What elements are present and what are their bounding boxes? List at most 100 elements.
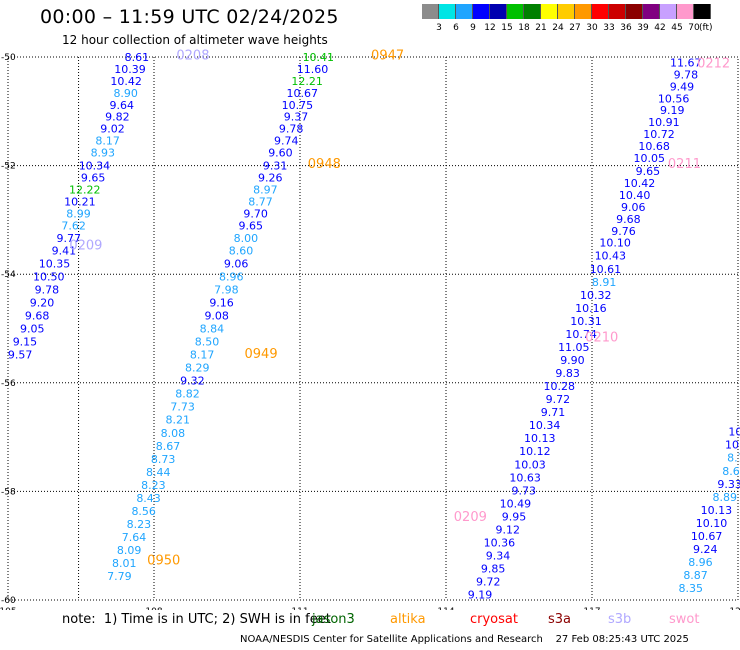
pass-time-label: 0210	[585, 331, 618, 346]
wave-height-label: 8.89	[713, 491, 738, 504]
wave-height-label: 8.56	[131, 505, 156, 518]
wave-height-label: 9.65	[81, 172, 106, 185]
pass-time-label: 0948	[308, 157, 341, 172]
legend-item-altika: altika	[390, 612, 426, 627]
wave-height-label: 8.91	[592, 276, 617, 289]
wave-height-label: 8.96	[219, 270, 244, 283]
wave-height-label: 9.49	[670, 80, 695, 93]
wave-height-label: 9.82	[105, 111, 130, 124]
scale-label: 15	[501, 23, 513, 33]
scale-swatch	[422, 4, 439, 19]
y-tick-label: -54	[1, 270, 16, 280]
scale-swatch	[439, 4, 456, 19]
wave-height-label: 9.32	[180, 375, 205, 388]
wave-height-label: 9.41	[52, 244, 77, 257]
altimeter-map: 105 108 111 114 117 120 -50 -52 -54 -56 -58 -60 8.61…	[0, 48, 740, 610]
wave-height-label: 7.98	[214, 283, 239, 296]
wave-height-label: 10.16	[575, 302, 607, 315]
wave-height-label: 8.35	[678, 582, 703, 595]
wave-height-label: 7.79	[107, 570, 132, 583]
scale-swatch	[677, 4, 694, 19]
wave-height-label: 10.41	[303, 51, 335, 64]
wave-height-label: 8.44	[146, 466, 171, 479]
pass-time-label: 0211	[668, 157, 701, 172]
wave-height-label: 10.56	[658, 92, 690, 105]
wave-height-label: 9.19	[660, 104, 685, 117]
wave-height-label: 9.24	[693, 543, 718, 556]
wave-height-label: 9.57	[8, 349, 33, 362]
wave-height-label: 8.60	[229, 244, 254, 257]
wave-height-label: 9.70	[243, 207, 268, 220]
wave-height-label: 9.76	[611, 225, 636, 238]
wave-height-label: 9.33	[717, 478, 740, 491]
scale-swatch	[694, 4, 711, 19]
wave-height-label: 10.39	[114, 63, 146, 76]
wave-height-label: 8.84	[200, 323, 225, 336]
wave-height-label: 8.87	[683, 569, 708, 582]
wave-height-label: 10.31	[570, 315, 602, 328]
legend-item-s3b: s3b	[608, 612, 632, 627]
wave-height-label: 8.77	[248, 195, 273, 208]
wave-height-label: 8.76	[727, 452, 740, 465]
wave-height-label: 9.19	[468, 589, 493, 602]
wave-height-label: 10.68	[638, 140, 670, 153]
wave-height-label: 8.21	[166, 414, 191, 427]
wave-height-label: 10.74	[565, 328, 597, 341]
wave-height-label: 8.17	[95, 135, 120, 148]
scale-label: 18	[518, 23, 530, 33]
wave-height-label: 9.31	[263, 160, 288, 173]
wave-height-label: 12.22	[69, 183, 101, 196]
wave-height-label: 8.50	[195, 336, 220, 349]
wave-height-label: 10.05	[634, 152, 666, 165]
x-tick-label: 105	[0, 607, 17, 610]
wave-height-label: 9.37	[284, 111, 309, 124]
wave-height-label: 9.72	[546, 393, 571, 406]
wave-height-label: 9.68	[25, 309, 50, 322]
scale-label: 39	[637, 23, 649, 33]
wave-height-label: 8.29	[185, 362, 210, 375]
wave-height-label: 8.43	[136, 492, 161, 505]
scale-swatch	[473, 4, 490, 19]
y-tick-label: -56	[1, 379, 16, 389]
wave-height-label: 8.73	[151, 453, 176, 466]
scale-label: 6	[453, 23, 459, 33]
wave-height-label: 9.64	[110, 99, 135, 112]
wave-height-label: 11.67	[670, 56, 702, 69]
wave-height-label: 10.13	[524, 432, 556, 445]
legend-item-jason3: jason3	[312, 612, 355, 627]
pass-time-label: 0212	[697, 56, 730, 71]
scale-swatch	[660, 4, 677, 19]
wave-height-label: 10.12	[519, 445, 551, 458]
wave-height-label: 11.05	[558, 341, 590, 354]
wave-height-label: 9.02	[100, 123, 125, 136]
scale-swatch	[558, 4, 575, 19]
wave-height-label: 10.61	[590, 263, 622, 276]
legend-item-cryosat: cryosat	[470, 612, 518, 627]
wave-height-label: 8.17	[190, 349, 215, 362]
wave-height-label: 10.67	[287, 87, 319, 100]
scale-swatch	[609, 4, 626, 19]
wave-height-label: 8.90	[113, 87, 138, 100]
wave-height-label: 9.16	[209, 296, 234, 309]
wave-height-label: 9.65	[636, 165, 661, 178]
wave-height-label: 10.34	[79, 160, 111, 173]
wave-height-label: 9.05	[20, 323, 45, 336]
scale-swatch	[507, 4, 524, 19]
pass-time-label: 0950	[147, 553, 180, 568]
scale-label: 45	[671, 23, 683, 33]
map-subtitle: 12 hour collection of altimeter wave hei…	[62, 33, 328, 47]
wave-height-label: 10.36	[484, 536, 516, 549]
y-tick-label: -58	[1, 487, 16, 497]
wave-height-label: 9.08	[204, 309, 229, 322]
x-tick-label: 114	[437, 607, 454, 610]
wave-height-label: 10.50	[33, 270, 65, 283]
wave-height-label: 9.06	[224, 257, 249, 270]
pass-time-label: 0208	[176, 48, 209, 63]
wave-height-label: 9.78	[35, 283, 60, 296]
x-tick-label: 108	[145, 607, 162, 610]
wave-height-label: 10.21	[64, 195, 96, 208]
wave-height-label: 10.75	[282, 99, 314, 112]
wave-height-label: 10.72	[643, 128, 675, 141]
wave-height-label: 9.78	[674, 68, 699, 81]
wave-height-label: 10.69	[728, 426, 740, 439]
